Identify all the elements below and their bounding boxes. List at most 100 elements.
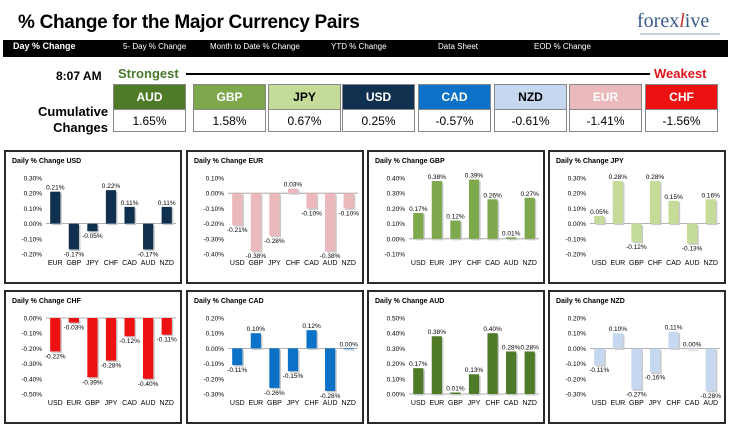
nav-eod-change[interactable]: EOD % Change [534, 42, 591, 51]
bar-chf [105, 190, 117, 224]
bar-chf [468, 179, 480, 239]
chart-title: Daily % Change CAD [194, 298, 264, 305]
category-label: CHF [467, 260, 481, 267]
bar-cad [124, 206, 135, 224]
bar-gbp [450, 392, 461, 394]
y-tick-label: 0.20% [387, 206, 406, 213]
bar-usd [413, 212, 424, 239]
bar-eur [68, 318, 79, 323]
currency-box-chf: CHF -1.56% [645, 84, 718, 132]
chart-title: Daily % Change AUD [375, 298, 445, 305]
bar-chart-svg: 0.20% 0.10% 0.00% -0.10% -0.20% -0.30% -0.11% U… [565, 316, 721, 408]
nav-ytd-change[interactable]: YTD % Change [331, 42, 387, 51]
data-label: 0.28% [520, 344, 539, 351]
category-label: CAD [122, 260, 137, 267]
chart-panel-jpy: Daily % Change JPY 0.30% 0.20% 0.10% 0.00% -0… [548, 150, 726, 284]
category-label: CAD [666, 260, 681, 267]
y-tick-label: 0.30% [568, 176, 587, 183]
currency-name: NZD [495, 85, 566, 110]
y-tick-label: 0.10% [568, 331, 587, 338]
y-tick-label: -0.40% [203, 252, 224, 259]
chart-title: Daily % Change CHF [12, 298, 81, 305]
category-label: EUR [429, 260, 444, 267]
chart-title: Daily % Change NZD [556, 298, 625, 305]
category-label: JPY [449, 260, 462, 267]
category-label: JPY [649, 400, 662, 407]
bar-gbp [631, 348, 642, 390]
bar-jpy [87, 223, 98, 232]
bar-gbp [631, 223, 642, 242]
data-label: -0.12% [626, 244, 647, 251]
category-label: USD [411, 400, 426, 407]
nav-data-sheet[interactable]: Data Sheet [438, 42, 479, 51]
y-tick-label: -0.30% [21, 361, 42, 368]
chart-panel-aud: Daily % Change AUD 0.50% 0.40% 0.30% 0.20% 0.… [367, 290, 545, 424]
y-tick-label: 0.00% [387, 392, 406, 399]
y-tick-label: 0.00% [568, 221, 587, 228]
category-label: AUD [141, 260, 156, 267]
chart-panel-eur: Daily % Change EUR 0.10% 0.00% -0.10% -0.20%… [186, 150, 364, 284]
data-label: -0.28% [101, 363, 122, 370]
bar-eur [431, 181, 442, 239]
chart-title: Daily % Change USD [12, 158, 82, 165]
y-tick-label: -0.20% [203, 376, 224, 383]
data-label: -0.21% [227, 227, 248, 234]
category-label: USD [230, 260, 245, 267]
nav-5day-change[interactable]: 5- Day % Change [123, 42, 187, 51]
currency-cumulative-value: 1.65% [132, 114, 167, 128]
bar-aud [143, 318, 154, 379]
y-tick-label: 0.00% [387, 236, 406, 243]
bar-aud [506, 237, 517, 239]
category-label: CHF [485, 400, 499, 407]
nav-month-to-date[interactable]: Month to Date % Change [210, 42, 300, 51]
category-label: GBP [66, 260, 81, 267]
y-tick-label: 0.20% [206, 316, 225, 323]
timestamp: 8:07 AM [56, 69, 102, 83]
y-tick-label: -0.20% [21, 252, 42, 259]
y-tick-label: 0.10% [387, 376, 406, 383]
category-label: JPY [105, 400, 118, 407]
bar-aud [325, 348, 336, 391]
bar-chf [649, 181, 661, 224]
data-label: -0.03% [64, 325, 85, 332]
data-label: -0.11% [227, 367, 247, 374]
y-tick-label: 0.20% [568, 316, 587, 323]
category-label: JPY [86, 260, 99, 267]
currency-name: CAD [419, 85, 490, 110]
bar-nzd [161, 206, 172, 224]
bar-jpy [468, 374, 480, 394]
data-label: -0.28% [264, 238, 285, 245]
data-label: 0.15% [664, 194, 683, 201]
y-tick-label: 0.40% [387, 176, 406, 183]
data-label: 0.11% [665, 325, 683, 332]
bar-shadow [345, 349, 356, 351]
category-label: USD [411, 260, 426, 267]
category-label: EUR [610, 400, 625, 407]
bar-jpy [269, 193, 280, 236]
data-label: 0.17% [409, 361, 428, 368]
cumulative-label-line1: Cumulative [38, 104, 109, 119]
bar-aud [705, 348, 716, 391]
y-tick-label: 0.20% [24, 191, 43, 198]
data-label: 0.05% [590, 209, 609, 216]
data-label: 0.39% [465, 173, 484, 180]
forexlive-logo[interactable]: forexlive [637, 10, 709, 33]
data-label: -0.28% [320, 393, 341, 400]
data-label: -0.40% [138, 381, 159, 388]
nav-day-change[interactable]: Day % Change [13, 41, 76, 51]
bar-chart-svg: 0.00% -0.10% -0.20% -0.30% -0.40% -0.50% -0.22… [21, 316, 177, 408]
category-label: NZD [704, 260, 718, 267]
bar-gbp [269, 348, 280, 388]
category-label: GBP [85, 400, 100, 407]
category-label: CHF [286, 260, 300, 267]
bar-cad [487, 199, 498, 239]
data-label: 0.12% [446, 214, 465, 221]
bar-chart-svg: 0.10% 0.00% -0.10% -0.20% -0.30% -0.40% -0.21%… [203, 176, 359, 268]
y-tick-label: -0.30% [203, 236, 224, 243]
bar-aud [687, 223, 698, 244]
chart-panel-cad: Daily % Change CAD 0.20% 0.10% 0.00% -0.10% -… [186, 290, 364, 424]
bar-chf [487, 333, 498, 394]
data-label: 0.00% [683, 341, 702, 348]
y-tick-label: -0.10% [384, 252, 405, 259]
chart-panel-chf: Daily % Change CHF 0.00% -0.10% -0.20% -0.30… [4, 290, 182, 424]
